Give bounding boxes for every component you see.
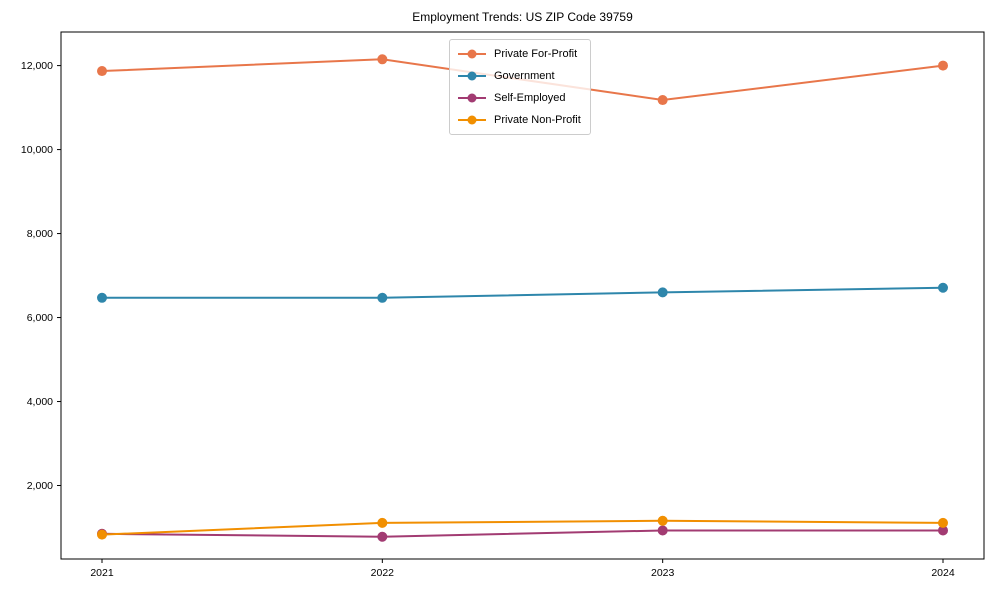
axes-spines bbox=[60, 31, 985, 560]
legend-label: Private For-Profit bbox=[494, 48, 578, 60]
y-tick-label: 4,000 bbox=[27, 396, 53, 408]
y-tick-label: 2,000 bbox=[27, 480, 53, 492]
legend-item[interactable]: Government bbox=[457, 67, 581, 85]
x-tick-label: 2023 bbox=[651, 567, 675, 579]
data-point-marker[interactable] bbox=[938, 525, 948, 536]
data-point-marker[interactable] bbox=[657, 515, 668, 526]
legend-label: Private Non-Profit bbox=[494, 114, 581, 126]
series-line-self-employed bbox=[101, 529, 944, 538]
legend-item[interactable]: Self-Employed bbox=[457, 89, 581, 107]
data-point-marker[interactable] bbox=[377, 54, 388, 65]
series-line-government bbox=[101, 286, 944, 299]
data-point-marker[interactable] bbox=[97, 292, 107, 303]
data-point-marker[interactable] bbox=[377, 517, 388, 528]
data-point-marker[interactable] bbox=[938, 517, 948, 528]
y-tick-label: 10,000 bbox=[21, 144, 53, 156]
series-line-private-non-profit bbox=[101, 519, 944, 536]
data-point-marker[interactable] bbox=[377, 531, 388, 542]
data-point-marker[interactable] bbox=[97, 66, 107, 77]
y-tick-label: 8,000 bbox=[27, 228, 53, 240]
data-point-marker[interactable] bbox=[97, 529, 107, 540]
y-tick-label: 12,000 bbox=[21, 60, 53, 72]
x-tick-label: 2024 bbox=[931, 567, 955, 579]
data-point-marker[interactable] bbox=[657, 525, 668, 536]
y-tick-label: 6,000 bbox=[27, 312, 53, 324]
data-point-marker[interactable] bbox=[938, 60, 948, 71]
legend-line-marker-icon bbox=[458, 49, 486, 59]
data-point-marker[interactable] bbox=[657, 287, 668, 298]
data-point-marker[interactable] bbox=[938, 282, 948, 293]
legend: Private For-Profit Government Self-Employe… bbox=[449, 39, 591, 135]
x-tick-label: 2022 bbox=[371, 567, 395, 579]
chart-title: Employment Trends: US ZIP Code 39759 bbox=[412, 10, 633, 24]
x-tick-label: 2021 bbox=[90, 567, 114, 579]
data-point-marker[interactable] bbox=[657, 95, 668, 106]
legend-item[interactable]: Private For-Profit bbox=[457, 45, 581, 63]
legend-item[interactable]: Private Non-Profit bbox=[457, 111, 581, 129]
legend-line-marker-icon bbox=[458, 93, 486, 103]
legend-line-marker-icon bbox=[458, 71, 486, 81]
legend-label: Self-Employed bbox=[494, 92, 566, 104]
data-point-marker[interactable] bbox=[377, 292, 388, 303]
legend-line-marker-icon bbox=[458, 115, 486, 125]
legend-label: Government bbox=[494, 70, 555, 82]
